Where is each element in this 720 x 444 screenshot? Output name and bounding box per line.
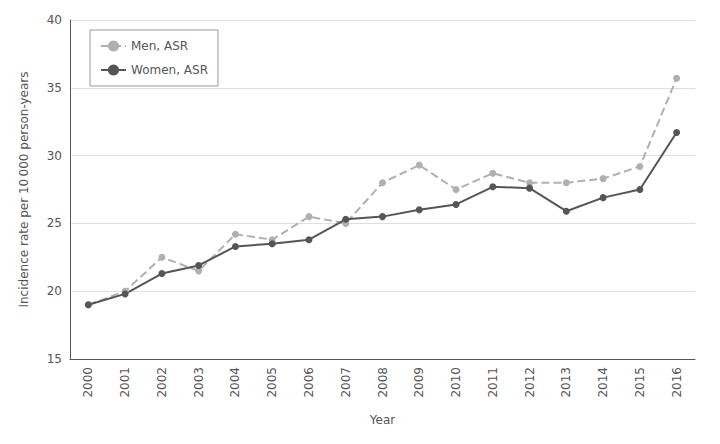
svg-text:Year: Year [369, 413, 395, 427]
svg-text:Women, ASR: Women, ASR [131, 63, 208, 77]
svg-text:2002: 2002 [155, 367, 169, 398]
svg-text:Men, ASR: Men, ASR [131, 39, 188, 53]
svg-text:2008: 2008 [376, 367, 390, 398]
svg-text:2009: 2009 [412, 367, 426, 398]
svg-text:25: 25 [47, 216, 62, 230]
svg-text:2007: 2007 [339, 367, 353, 398]
svg-text:40: 40 [47, 13, 62, 27]
svg-text:2004: 2004 [228, 367, 242, 398]
svg-text:2016: 2016 [670, 367, 684, 398]
svg-text:15: 15 [47, 352, 62, 366]
svg-text:20: 20 [47, 284, 62, 298]
svg-text:2003: 2003 [192, 367, 206, 398]
svg-text:2010: 2010 [449, 367, 463, 398]
svg-text:2006: 2006 [302, 367, 316, 398]
svg-text:2013: 2013 [559, 367, 573, 398]
svg-text:30: 30 [47, 149, 62, 163]
svg-text:2012: 2012 [523, 367, 537, 398]
svg-text:2011: 2011 [486, 367, 500, 398]
svg-text:2001: 2001 [118, 367, 132, 398]
svg-text:2014: 2014 [596, 367, 610, 398]
svg-text:Incidence rate per 10 000 pers: Incidence rate per 10 000 person-years [17, 71, 31, 307]
svg-text:2015: 2015 [633, 367, 647, 398]
svg-text:2000: 2000 [81, 367, 95, 398]
svg-text:2005: 2005 [265, 367, 279, 398]
svg-text:35: 35 [47, 81, 62, 95]
